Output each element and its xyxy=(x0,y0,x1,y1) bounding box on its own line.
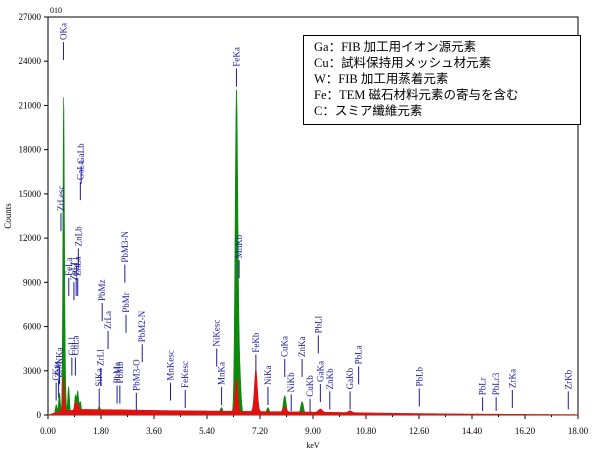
y-tick-label: 15000 xyxy=(19,189,42,199)
x-tick-label: 7.20 xyxy=(252,426,268,436)
marker-label: GaKa xyxy=(315,361,325,382)
marker-label: ZrLl xyxy=(96,349,106,366)
marker-label: MnKb xyxy=(234,234,244,258)
marker-label: ZrKa xyxy=(507,369,517,388)
legend-line: Cu：試料保持用メッシュ材元素 xyxy=(314,56,492,70)
y-tick-label: 18000 xyxy=(19,145,42,155)
marker-label: GaLa xyxy=(75,160,85,180)
x-tick-label: 14.40 xyxy=(462,426,483,436)
marker-label: MnKesc xyxy=(165,350,175,381)
x-tick-label: 5.40 xyxy=(199,426,215,436)
marker-label: FeKesc xyxy=(180,361,190,388)
x-tick-label: 1.80 xyxy=(93,426,109,436)
marker-label: NiKa xyxy=(263,365,273,385)
marker-label: ZrLa xyxy=(103,311,113,329)
x-tick-label: 0.00 xyxy=(40,426,56,436)
legend-line: Fe：TEM 磁石材料元素の寄与を含む xyxy=(314,88,519,102)
marker-label: PbLr3 xyxy=(491,372,501,395)
x-tick-label: 16.20 xyxy=(515,426,536,436)
marker-label: ZrLesc xyxy=(56,186,66,211)
marker-label: PbM3-N xyxy=(120,231,130,263)
marker-label: ZnLa xyxy=(73,256,83,276)
legend-line: W：FIB 加工用蒸着元素 xyxy=(314,72,449,86)
marker-label: SiKa xyxy=(94,368,104,386)
y-tick-label: 12000 xyxy=(19,233,42,243)
marker-label: CuLl xyxy=(67,337,77,356)
marker-label: CuKb xyxy=(305,375,315,397)
legend-line: Ga：FIB 加工用イオン源元素 xyxy=(314,40,477,54)
x-tick-label: 12.60 xyxy=(409,426,430,436)
marker-label: FeLa xyxy=(64,257,74,276)
marker-label: PbM3-O xyxy=(131,359,141,391)
marker-label: PbMr xyxy=(121,292,131,313)
marker-label: ZnKb xyxy=(325,368,335,389)
marker-label: OKa xyxy=(58,23,68,40)
y-tick-label: 3000 xyxy=(23,366,42,376)
y-tick-label: 24000 xyxy=(19,56,42,66)
y-tick-label: 27000 xyxy=(19,12,42,22)
x-tick-label: 10.80 xyxy=(356,426,377,436)
marker-label: ZnLl xyxy=(69,262,79,280)
marker-label: MnKa xyxy=(217,362,227,385)
y-tick-label: 0 xyxy=(37,410,42,420)
y-tick-label: 9000 xyxy=(23,277,42,287)
marker-label: ZrKb xyxy=(563,369,573,389)
marker-label: PbM2-N xyxy=(137,310,147,342)
y-axis-label: Counts xyxy=(3,203,13,229)
legend-line: C：スミア纖維元素 xyxy=(314,104,423,118)
marker-label: ZrM xyxy=(54,361,64,378)
marker-label: CuLa xyxy=(70,336,80,356)
legend-box: Ga：FIB 加工用イオン源元素 Cu：試料保持用メッシュ材元素 W：FIB 加… xyxy=(303,35,581,125)
marker-label: FeKa xyxy=(231,47,241,67)
marker-label: NiKb xyxy=(286,372,296,392)
marker-label: ZnLb xyxy=(73,226,83,246)
x-axis-label: keV xyxy=(306,441,320,450)
marker-label: PbMb xyxy=(115,361,125,384)
marker-label: PbMz xyxy=(97,279,107,301)
marker-label: GaLl xyxy=(71,257,81,276)
marker-label: FeKb xyxy=(251,332,261,352)
marker-label: PbLb xyxy=(414,366,424,386)
marker-label: GaKb xyxy=(345,367,355,389)
corner-label: 010 xyxy=(50,6,62,15)
marker-label: ZnKa xyxy=(297,336,307,357)
marker-label: NiKesc xyxy=(212,320,222,347)
marker-label: PbMa xyxy=(112,362,122,384)
x-tick-label: 9.00 xyxy=(305,426,321,436)
marker-label: PbLr xyxy=(478,377,488,395)
marker-label: PbLa xyxy=(354,345,364,364)
marker-label: CuKa xyxy=(280,336,290,357)
x-tick-label: 3.60 xyxy=(146,426,162,436)
marker-label: CKa xyxy=(51,364,61,381)
y-tick-label: 21000 xyxy=(19,100,42,110)
marker-label: PbLl xyxy=(313,315,323,333)
marker-label: GaLb xyxy=(76,143,86,164)
marker-label: NKa xyxy=(55,347,65,364)
y-tick-label: 6000 xyxy=(23,322,42,332)
x-tick-label: 18.00 xyxy=(568,426,589,436)
